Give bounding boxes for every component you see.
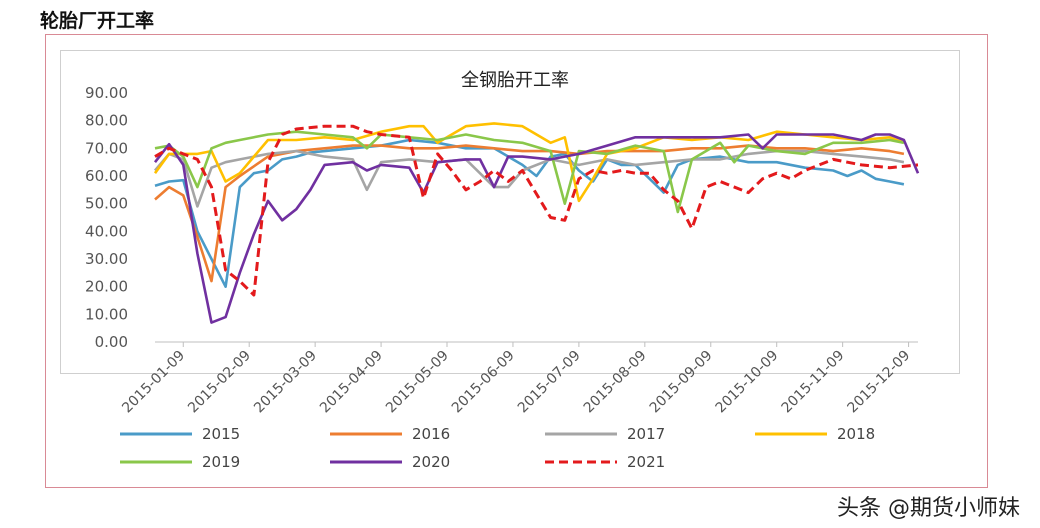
chart-frame: [45, 34, 988, 488]
x-tick-label: 2015-03-09: [251, 348, 320, 417]
y-tick-label: 90.00: [85, 84, 128, 102]
x-tick-label: 2015-09-09: [647, 348, 716, 417]
y-tick-label: 0.00: [95, 333, 128, 351]
y-tick-label: 50.00: [85, 195, 128, 213]
series-line-2020: [153, 133, 920, 324]
legend-label-2017: 2017: [627, 425, 665, 443]
y-tick-label: 30.00: [85, 250, 128, 268]
x-tick-label: 2015-08-09: [581, 348, 650, 417]
series-line-2015: [154, 138, 905, 288]
y-tick-label: 70.00: [85, 139, 128, 157]
x-tick-label: 2015-05-09: [383, 348, 452, 417]
series-line-2018: [153, 122, 905, 203]
x-tick-label: 2015-07-09: [515, 348, 584, 417]
legend-label-2021: 2021: [627, 453, 665, 471]
legend-label-2019: 2019: [202, 453, 240, 471]
watermark: 头条 @期货小师妹: [837, 496, 1020, 521]
legend-label-2020: 2020: [412, 453, 450, 471]
x-tick-label: 2015-11-09: [779, 348, 848, 417]
x-tick-label: 2015-06-09: [449, 348, 518, 417]
y-tick-label: 40.00: [85, 222, 128, 240]
series-line-2016: [154, 144, 905, 283]
y-tick-label: 80.00: [85, 112, 128, 130]
y-tick-label: 60.00: [85, 167, 128, 185]
chart-title: 全钢胎开工率: [461, 70, 569, 91]
legend-label-2018: 2018: [837, 425, 875, 443]
x-tick-label: 2015-12-09: [845, 348, 914, 417]
chart-plot-frame: [60, 50, 960, 374]
legend-label-2016: 2016: [412, 425, 450, 443]
x-tick-label: 2015-04-09: [317, 348, 386, 417]
y-tick-label: 10.00: [85, 305, 128, 323]
y-tick-label: 20.00: [85, 278, 128, 296]
series-line-2021: [154, 124, 919, 297]
legend-label-2015: 2015: [202, 425, 240, 443]
x-tick-label: 2015-02-09: [185, 348, 254, 417]
page-heading: 轮胎厂开工率: [40, 10, 155, 32]
series-line-2019: [154, 130, 905, 214]
x-tick-label: 2015-01-09: [119, 348, 188, 417]
x-tick-label: 2015-10-09: [713, 348, 782, 417]
